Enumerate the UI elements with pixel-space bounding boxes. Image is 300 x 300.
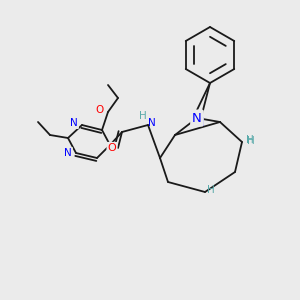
Text: N: N bbox=[192, 112, 202, 124]
Text: H: H bbox=[247, 136, 255, 146]
Text: H: H bbox=[207, 185, 215, 195]
Text: N: N bbox=[70, 118, 78, 128]
Text: O: O bbox=[108, 143, 116, 153]
Text: H: H bbox=[246, 135, 254, 145]
Text: N: N bbox=[148, 118, 156, 128]
Text: O: O bbox=[96, 105, 104, 115]
Text: N: N bbox=[192, 112, 202, 124]
Text: H: H bbox=[139, 111, 147, 121]
Text: N: N bbox=[64, 148, 72, 158]
Text: N: N bbox=[196, 116, 204, 128]
